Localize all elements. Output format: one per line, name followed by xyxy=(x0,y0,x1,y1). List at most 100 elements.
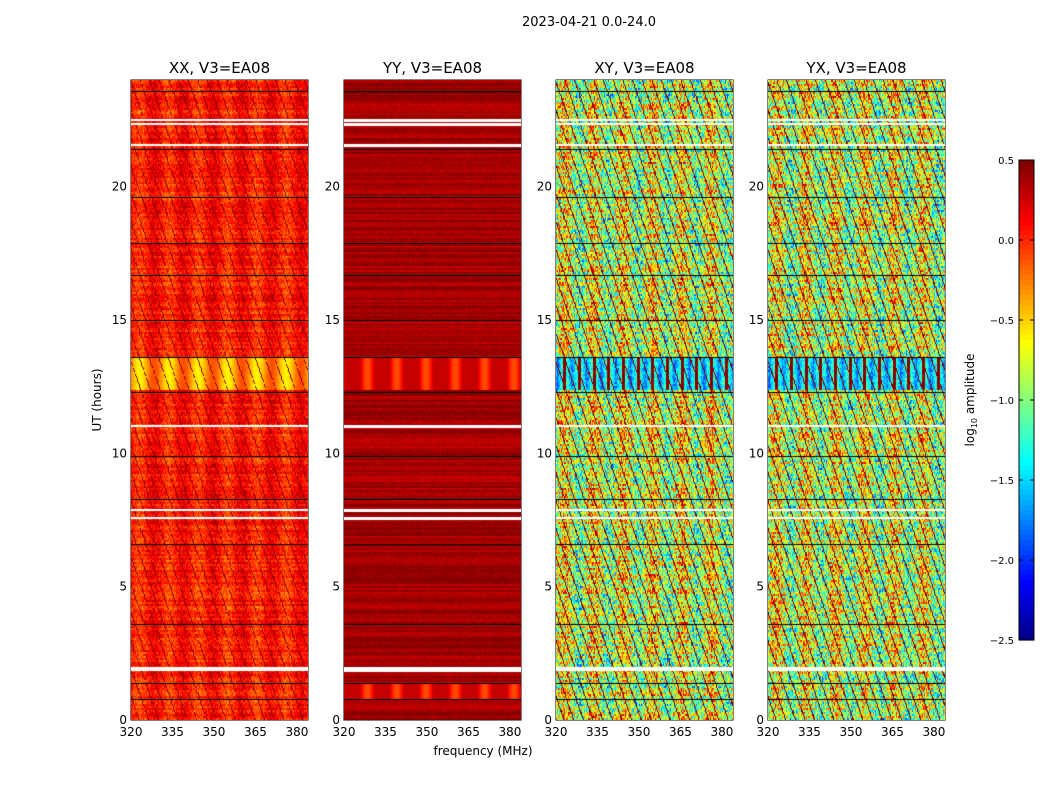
x-tick-label: 335 xyxy=(374,725,397,739)
colorbar-segment xyxy=(1019,605,1034,611)
colorbar-segment xyxy=(1019,215,1034,221)
colorbar-segment xyxy=(1019,550,1034,556)
colorbar-tick-label: 0.5 xyxy=(998,156,1014,167)
colorbar-segment xyxy=(1019,530,1034,536)
x-tick-label: 350 xyxy=(203,725,226,739)
colorbar-tick-label: 0.0 xyxy=(998,236,1014,247)
y-tick-label: 5 xyxy=(332,580,340,594)
colorbar-segment xyxy=(1019,195,1034,201)
colorbar-segment xyxy=(1019,555,1034,561)
x-tick-label: 320 xyxy=(120,725,143,739)
colorbar-segment xyxy=(1019,525,1034,531)
colorbar-segment xyxy=(1019,400,1034,406)
colorbar-tick-label: −1.5 xyxy=(990,476,1014,487)
colorbar-tick-label: −0.5 xyxy=(990,316,1014,327)
colorbar-segment xyxy=(1019,465,1034,471)
y-tick-label: 10 xyxy=(112,446,127,460)
colorbar-segment xyxy=(1019,290,1034,296)
colorbar-segment xyxy=(1019,485,1034,491)
colorbar-segment xyxy=(1019,545,1034,551)
colorbar-segment xyxy=(1019,610,1034,616)
y-tick-label: 5 xyxy=(119,580,127,594)
colorbar-segment xyxy=(1019,615,1034,621)
x-tick-label: 365 xyxy=(881,725,904,739)
y-tick-label: 0 xyxy=(332,713,340,727)
colorbar-segment xyxy=(1019,330,1034,336)
x-tick-label: 350 xyxy=(840,725,863,739)
colorbar-segment xyxy=(1019,355,1034,361)
colorbar-segment xyxy=(1019,440,1034,446)
y-tick-label: 0 xyxy=(544,713,552,727)
colorbar-segment xyxy=(1019,315,1034,321)
y-tick-label: 0 xyxy=(756,713,764,727)
colorbar-segment xyxy=(1019,595,1034,601)
colorbar-segment xyxy=(1019,210,1034,216)
y-tick-label: 20 xyxy=(749,180,764,194)
colorbar-segment xyxy=(1019,375,1034,381)
colorbar-segment xyxy=(1019,635,1034,641)
colorbar-segment xyxy=(1019,575,1034,581)
colorbar-segment xyxy=(1019,500,1034,506)
colorbar-segment xyxy=(1019,260,1034,266)
colorbar-segment xyxy=(1019,560,1034,566)
colorbar-segment xyxy=(1019,175,1034,181)
x-tick-label: 320 xyxy=(757,725,780,739)
colorbar-segment xyxy=(1019,410,1034,416)
y-tick-label: 15 xyxy=(537,313,552,327)
colorbar-segment xyxy=(1019,240,1034,246)
colorbar-segment xyxy=(1019,620,1034,626)
colorbar-segment xyxy=(1019,565,1034,571)
x-tick-label: 320 xyxy=(333,725,356,739)
colorbar-segment xyxy=(1019,495,1034,501)
heatmap-xy xyxy=(556,80,733,720)
colorbar-segment xyxy=(1019,220,1034,226)
colorbar-segment xyxy=(1019,350,1034,356)
colorbar-segment xyxy=(1019,280,1034,286)
colorbar-segment xyxy=(1019,490,1034,496)
colorbar-segment xyxy=(1019,345,1034,351)
x-tick-label: 335 xyxy=(586,725,609,739)
y-tick-label: 20 xyxy=(537,180,552,194)
colorbar-segment xyxy=(1019,580,1034,586)
colorbar-segment xyxy=(1019,405,1034,411)
colorbar-segment xyxy=(1019,480,1034,486)
colorbar-segment xyxy=(1019,305,1034,311)
y-tick-label: 5 xyxy=(544,580,552,594)
x-tick-label: 350 xyxy=(628,725,651,739)
colorbar-segment xyxy=(1019,470,1034,476)
colorbar-segment xyxy=(1019,570,1034,576)
panel-title: YX, V3=EA08 xyxy=(805,59,906,77)
colorbar-segment xyxy=(1019,425,1034,431)
colorbar-segment xyxy=(1019,190,1034,196)
colorbar-segment xyxy=(1019,300,1034,306)
colorbar-segment xyxy=(1019,390,1034,396)
colorbar-segment xyxy=(1019,265,1034,271)
y-tick-label: 15 xyxy=(325,313,340,327)
colorbar-segment xyxy=(1019,505,1034,511)
colorbar-segment xyxy=(1019,460,1034,466)
x-axis-label: frequency (MHz) xyxy=(433,744,532,758)
colorbar-segment xyxy=(1019,415,1034,421)
colorbar-segment xyxy=(1019,255,1034,261)
x-tick-label: 380 xyxy=(710,725,733,739)
colorbar-segment xyxy=(1019,430,1034,436)
colorbar-segment xyxy=(1019,165,1034,171)
x-tick-label: 380 xyxy=(285,725,308,739)
colorbar-segment xyxy=(1019,340,1034,346)
colorbar-segment xyxy=(1019,235,1034,241)
heatmap-yx xyxy=(768,80,945,720)
colorbar-segment xyxy=(1019,200,1034,206)
colorbar-segment xyxy=(1019,205,1034,211)
y-axis-label: UT (hours) xyxy=(90,368,104,431)
colorbar-segment xyxy=(1019,535,1034,541)
y-tick-label: 5 xyxy=(756,580,764,594)
y-tick-label: 10 xyxy=(749,446,764,460)
colorbar-segment xyxy=(1019,435,1034,441)
colorbar-segment xyxy=(1019,420,1034,426)
colorbar-tick-label: −2.5 xyxy=(990,636,1014,647)
x-tick-label: 350 xyxy=(416,725,439,739)
heatmap-xx xyxy=(131,80,308,720)
colorbar-segment xyxy=(1019,245,1034,251)
x-tick-label: 365 xyxy=(457,725,480,739)
